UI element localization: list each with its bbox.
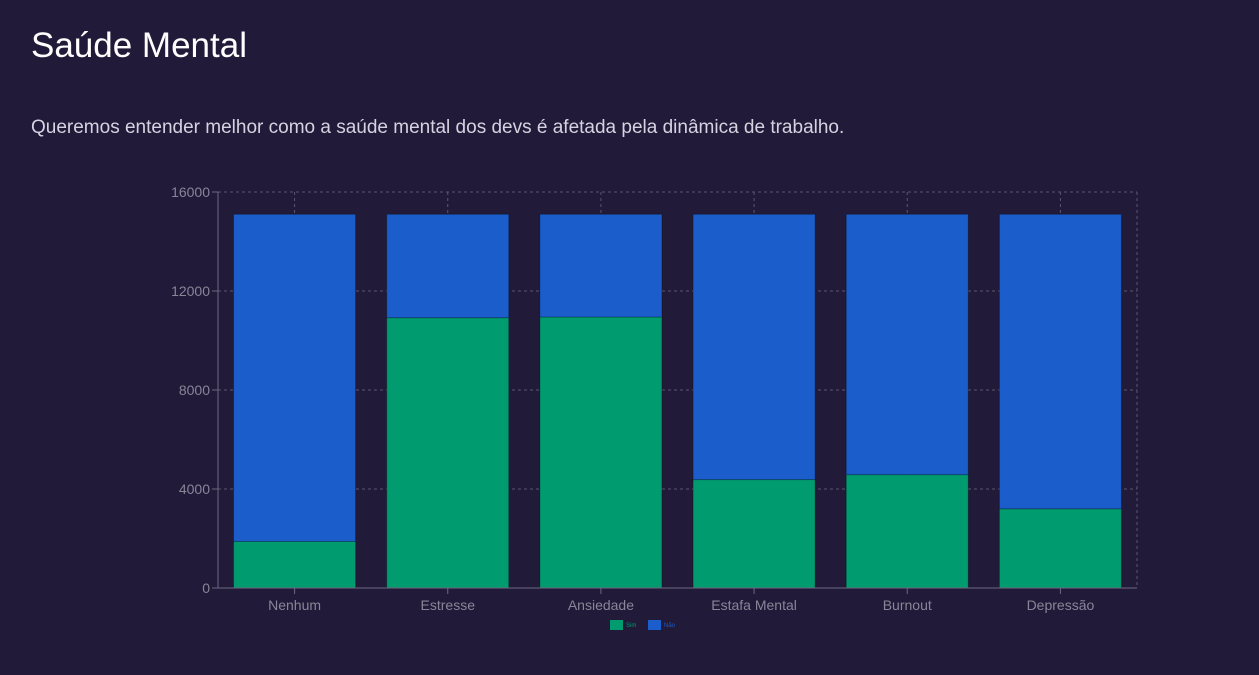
- legend-label-sim: Sim: [626, 623, 636, 629]
- y-tick-label: 8000: [179, 382, 210, 398]
- bar-nao-2[interactable]: [539, 213, 663, 318]
- bar-nao-3[interactable]: [692, 213, 816, 481]
- bar-sim-0[interactable]: [233, 540, 357, 589]
- y-tick-label: 16000: [171, 184, 210, 200]
- x-tick-label: Estafa Mental: [711, 597, 797, 613]
- bar-sim-2[interactable]: [539, 316, 663, 589]
- legend: Sim Não: [610, 620, 676, 630]
- bar-sim-4[interactable]: [845, 474, 969, 589]
- y-tick-label: 4000: [179, 481, 210, 497]
- bar-sim-1[interactable]: [386, 317, 510, 589]
- x-tick-label: Depressão: [1027, 597, 1095, 613]
- y-tick-label: 0: [202, 580, 210, 596]
- page-subtitle: Queremos entender melhor como a saúde me…: [31, 117, 845, 138]
- bar-nao-5[interactable]: [998, 213, 1122, 510]
- legend-swatch-sim[interactable]: [610, 620, 623, 630]
- x-tick-label: Ansiedade: [568, 597, 634, 613]
- bar-sim-3[interactable]: [692, 479, 816, 589]
- page-title: Saúde Mental: [31, 26, 247, 65]
- bar-sim-5[interactable]: [998, 508, 1122, 589]
- bars: [233, 213, 1122, 589]
- axes: 0 4000 8000 12000 16000 Nenhum Estresse Ansieda…: [171, 184, 1137, 613]
- bar-nao-1[interactable]: [386, 213, 510, 319]
- x-tick-label: Estresse: [421, 597, 476, 613]
- x-tick-label: Nenhum: [268, 597, 321, 613]
- legend-label-nao: Não: [664, 623, 676, 629]
- x-tick-label: Burnout: [883, 597, 932, 613]
- y-tick-label: 12000: [171, 283, 210, 299]
- bar-nao-4[interactable]: [845, 213, 969, 476]
- legend-swatch-nao[interactable]: [648, 620, 661, 630]
- bar-nao-0[interactable]: [233, 213, 357, 542]
